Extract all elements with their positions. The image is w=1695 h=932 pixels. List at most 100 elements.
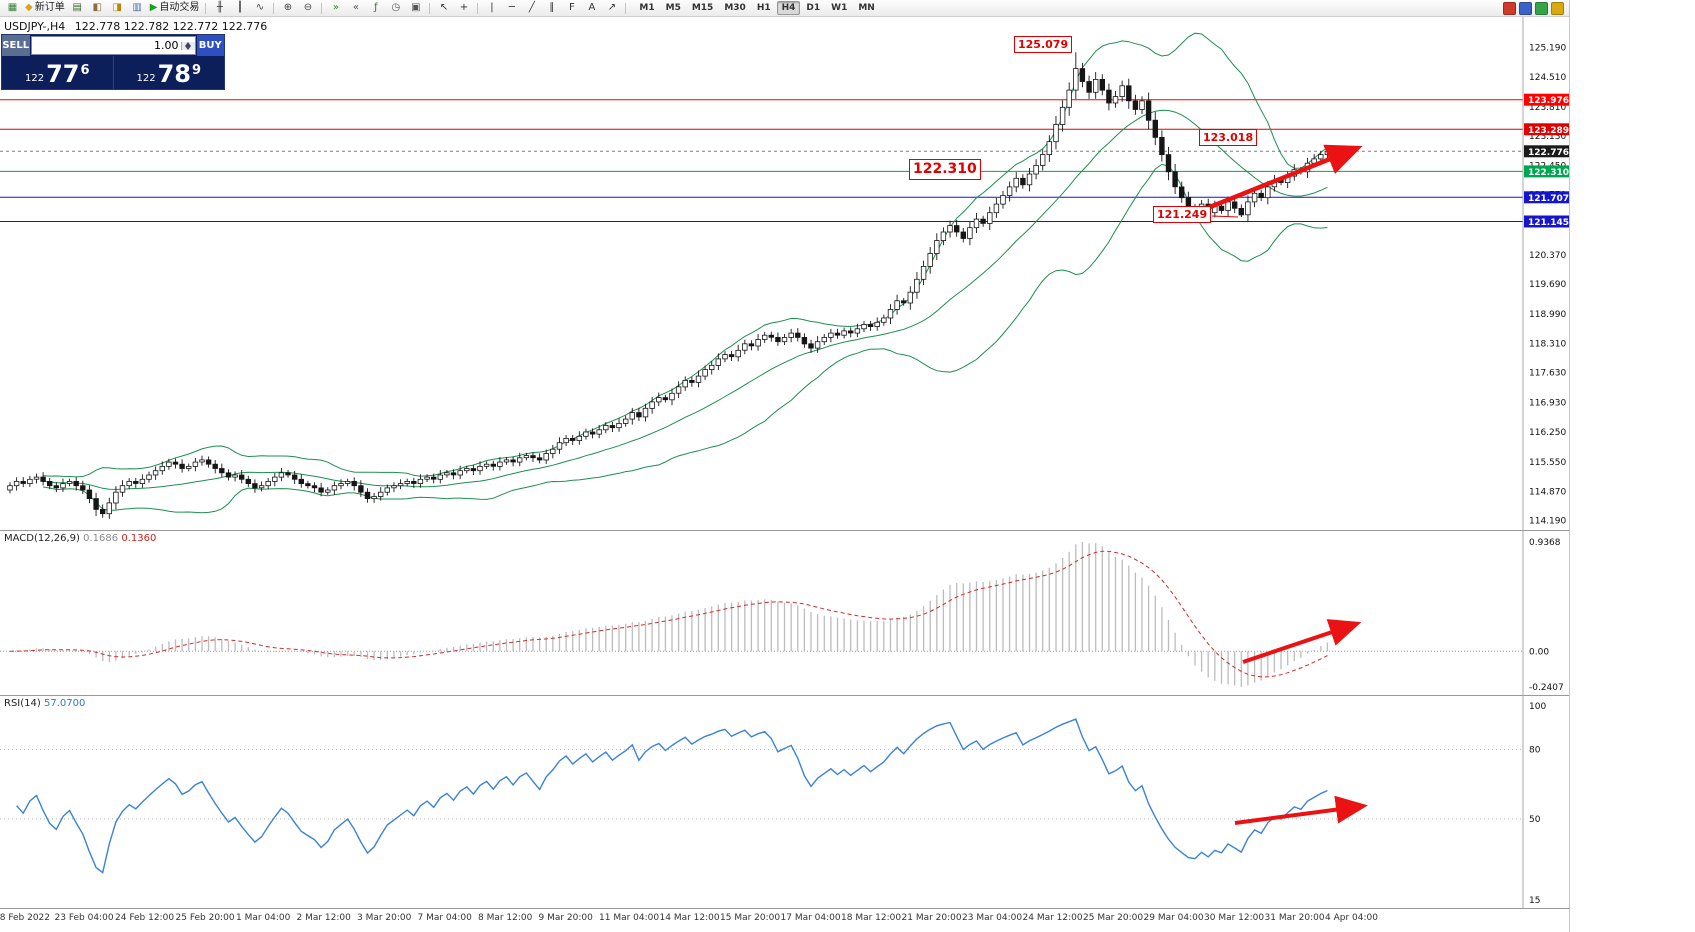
window-right-edge: [1569, 0, 1570, 932]
volume-increase-button[interactable]: [181, 41, 195, 46]
time-label: 23 Mar 04:00: [962, 913, 1023, 923]
zoom-out-icon: ⊖: [303, 2, 313, 13]
text-tool-button[interactable]: A: [582, 1, 601, 15]
time-label: 18 Mar 12:00: [841, 913, 902, 923]
price-axis-label: 116.930: [1529, 399, 1566, 409]
terminal-button[interactable]: ▥: [128, 1, 147, 15]
rsi-axis-label-80: 80: [1529, 745, 1541, 755]
templates-icon: ▣: [411, 2, 421, 13]
time-label: 25 Mar 20:00: [1083, 913, 1144, 923]
arrows-tool-button[interactable]: ↗: [602, 1, 621, 15]
timeframe-d1-button[interactable]: D1: [806, 3, 821, 13]
price-callout-123.018[interactable]: 123.018: [1199, 129, 1258, 146]
trend-arrow-main[interactable]: [1199, 144, 1363, 214]
new-order-label: 新订单: [34, 2, 65, 13]
navigator-icon: ◨: [112, 2, 122, 13]
channel-tool-button[interactable]: ∥: [542, 1, 561, 15]
timeframe-m30-button[interactable]: M30: [724, 3, 746, 13]
time-label: 14 Mar 12:00: [659, 913, 720, 923]
timeframe-mn-button[interactable]: MN: [858, 3, 875, 13]
rsi-axis[interactable]: 100 80 50 15: [1529, 702, 1546, 906]
price-axis-label: 123.810: [1529, 103, 1566, 113]
price-chart-canvas[interactable]: 125.190124.510123.810123.130122.450121.7…: [0, 17, 1569, 530]
main-toolbar: ▦ ◆ 新订单 ▤ ◧ ◨ ▥ ▶ 自动交易 ╫ ┃ ∿ ⊕ ⊖ » « ƒ ◷ ▣ ↖ + | ─ ╱ ∥ F A ↗ M1 M5 M15…: [0, 0, 1569, 17]
chart-symbol-ohlc: USDJPY-,H4 122.778 122.782 122.772 122.7…: [4, 20, 267, 33]
plugin-icon-green[interactable]: [1535, 1, 1548, 15]
volume-input[interactable]: [31, 39, 181, 52]
trend-arrow-macd[interactable]: [1242, 619, 1362, 664]
trendline-tool-button[interactable]: ╱: [522, 1, 541, 15]
data-window-icon: ◧: [92, 2, 102, 13]
macd-indicator-panel[interactable]: 0.9368 0.00 -0.2407: [0, 530, 1569, 695]
macd-axis-min: -0.2407: [1529, 683, 1564, 693]
crosshair-tool-button[interactable]: +: [454, 1, 473, 15]
period-selector-button[interactable]: ◷: [386, 1, 405, 15]
trend-arrow-rsi[interactable]: [1234, 795, 1368, 825]
timeframe-w1-button[interactable]: W1: [831, 3, 848, 13]
plugin-icon-gold[interactable]: [1551, 1, 1564, 15]
macd-main-value: 0.1686: [83, 533, 119, 544]
price-callout-125.079[interactable]: 125.079: [1014, 36, 1073, 53]
plugin-icon-red[interactable]: [1503, 1, 1516, 15]
new-order-button[interactable]: ◆ 新订单: [23, 1, 67, 15]
time-label: 25 Feb 20:00: [175, 913, 235, 923]
zoom-out-button[interactable]: ⊖: [298, 1, 317, 15]
vertical-line-tool-button[interactable]: |: [482, 1, 501, 15]
timeframe-m15-button[interactable]: M15: [691, 3, 714, 13]
macd-axis[interactable]: 0.9368 0.00 -0.2407: [1529, 538, 1564, 693]
sell-button[interactable]: SELL: [2, 35, 30, 56]
navigator-button[interactable]: ◨: [108, 1, 127, 15]
data-window-button[interactable]: ◧: [88, 1, 107, 15]
candlestick-mode-button[interactable]: ┃: [230, 1, 249, 15]
auto-scroll-button[interactable]: »: [326, 1, 345, 15]
time-label: 15 Mar 20:00: [720, 913, 781, 923]
time-label: 1 Mar 04:00: [236, 913, 291, 923]
period-selector-icon: ◷: [391, 2, 401, 13]
price-badge-123.976: 123.976: [1528, 96, 1569, 106]
market-watch-button[interactable]: ▤: [68, 1, 87, 15]
new-chart-button[interactable]: ▦: [3, 1, 22, 15]
price-callout-121.249[interactable]: 121.249: [1153, 206, 1212, 223]
bid-big-figure: 122: [24, 73, 45, 84]
timeframe-m1-button[interactable]: M1: [639, 3, 655, 13]
candles-layer: [7, 52, 1331, 519]
timeframe-m5-button[interactable]: M5: [665, 3, 681, 13]
time-label: 3 Mar 20:00: [357, 913, 412, 923]
templates-button[interactable]: ▣: [406, 1, 425, 15]
buy-button[interactable]: BUY: [196, 35, 224, 56]
bid-price[interactable]: 122 77 6: [2, 56, 114, 89]
volume-decrease-button[interactable]: [181, 45, 195, 50]
text-tool-icon: A: [588, 2, 596, 13]
timeframe-h1-button[interactable]: H1: [756, 3, 771, 13]
price-axis[interactable]: 125.190124.510123.810123.130122.450121.7…: [1524, 44, 1569, 527]
toolbar-right-icons: [1503, 1, 1566, 15]
time-label: 17 Mar 04:00: [780, 913, 841, 923]
plugin-icon-blue[interactable]: [1519, 1, 1532, 15]
rsi-label: RSI(14) 57.0700: [4, 698, 85, 709]
indicators-list-button[interactable]: ƒ: [366, 1, 385, 15]
price-badge-121.145: 121.145: [1528, 218, 1569, 228]
line-chart-mode-button[interactable]: ∿: [250, 1, 269, 15]
market-watch-icon: ▤: [72, 2, 82, 13]
volume-stepper[interactable]: [30, 36, 196, 55]
horizontal-line-tool-button[interactable]: ─: [502, 1, 521, 15]
trade-prices-row: 122 77 6 122 78 9: [2, 56, 224, 89]
price-badge-122.310: 122.310: [1528, 168, 1569, 178]
cursor-tool-button[interactable]: ↖: [434, 1, 453, 15]
timeframe-h4-button[interactable]: H4: [776, 1, 801, 15]
rsi-line: [16, 718, 1328, 874]
rsi-indicator-panel[interactable]: 100 80 50 15: [0, 695, 1569, 908]
price-callout-122.310[interactable]: 122.310: [909, 159, 981, 180]
macd-axis-zero: 0.00: [1529, 647, 1549, 657]
chart-usdjpy-h4: 125.190124.510123.810123.130122.450121.7…: [0, 17, 1569, 932]
autotrading-button[interactable]: ▶ 自动交易: [148, 1, 202, 15]
toolbar-separator: [273, 2, 275, 14]
fibonacci-tool-button[interactable]: F: [562, 1, 581, 15]
macd-signal-line: [9, 550, 1328, 678]
rsi-axis-label-50: 50: [1529, 815, 1541, 825]
chart-shift-button[interactable]: «: [346, 1, 365, 15]
bar-chart-mode-button[interactable]: ╫: [210, 1, 229, 15]
ask-price[interactable]: 122 78 9: [114, 56, 225, 89]
zoom-in-button[interactable]: ⊕: [278, 1, 297, 15]
